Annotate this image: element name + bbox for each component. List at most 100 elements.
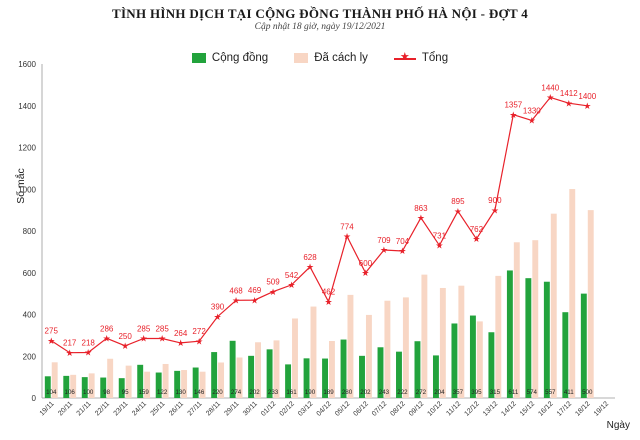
data-label-cong-dong: 146 [194,389,205,396]
x-tick-label: 25/11 [150,400,167,417]
x-tick-label: 02/12 [279,400,296,417]
data-label-cong-dong: 161 [286,389,297,396]
x-tick-label: 07/12 [371,400,388,417]
bar-da-cach-ly [476,321,483,398]
point-marker-tong: ★ [103,333,111,343]
bar-da-cach-ly [236,357,243,398]
y-tick-label: 200 [23,352,37,361]
legend-item-da-cach-ly: Đã cách ly [294,52,368,64]
data-label-tong: 462 [322,288,336,297]
x-tick-label: 30/11 [242,400,259,417]
bar-cong-dong [211,352,218,398]
x-tick-label: 16/12 [537,400,554,417]
data-label-cong-dong: 280 [342,389,353,396]
bar-da-cach-ly [181,370,188,398]
point-marker-tong: ★ [398,246,406,256]
bar-da-cach-ly [421,274,428,398]
x-tick-label: 17/12 [556,400,573,417]
x-tick-label: 10/12 [426,400,443,417]
data-label-tong: 762 [470,225,484,234]
data-label-tong: 285 [155,325,169,334]
data-label-cong-dong: 500 [582,389,593,396]
bar-da-cach-ly [495,275,502,398]
point-marker-tong: ★ [565,98,573,108]
point-marker-tong: ★ [546,93,554,103]
bar-da-cach-ly [218,362,225,398]
data-label-cong-dong: 189 [323,389,334,396]
chart-subtitle: Cập nhật 18 giờ, ngày 19/12/2021 [254,22,386,32]
legend-item-cong-dong: Cộng đồng [191,52,269,64]
point-marker-tong: ★ [417,213,425,223]
point-marker-tong: ★ [583,101,591,111]
bar-da-cach-ly [273,340,280,398]
bar-cong-dong [44,376,51,398]
data-label-cong-dong: 357 [453,389,464,396]
point-marker-tong: ★ [491,205,499,215]
data-label-tong: 469 [248,286,262,295]
bar-cong-dong [506,270,513,398]
bar-cong-dong [340,339,347,398]
series-line-tong [50,96,588,354]
data-label-tong: 600 [359,259,373,268]
legend-label-cong-dong: Cộng đồng [211,52,269,64]
point-marker-tong: ★ [435,241,443,251]
bar-da-cach-ly [292,318,298,398]
bar-da-cach-ly [532,240,539,398]
x-tick-label: 24/11 [131,400,148,417]
bar-cong-dong [118,378,125,398]
legend-label-da-cach-ly: Đã cách ly [314,52,368,64]
bar-cong-dong [100,377,107,398]
bar-da-cach-ly [513,242,520,398]
bar-cong-dong [377,347,384,398]
bar-da-cach-ly [347,294,354,398]
y-tick-label: 600 [23,269,37,278]
bar-cong-dong [81,377,88,398]
point-marker-tong: ★ [66,348,74,358]
data-label-cong-dong: 395 [471,389,482,396]
bar-cong-dong [192,367,199,398]
bar-cong-dong [266,349,273,398]
point-marker-tong: ★ [361,268,369,278]
bar-cong-dong [414,341,421,398]
chart-title: TÌNH HÌNH DỊCH TẠI CỘNG ĐỒNG THÀNH PHỐ H… [111,6,529,21]
data-label-cong-dong: 190 [305,389,316,396]
data-label-tong: 286 [100,324,114,333]
bar-da-cach-ly [125,365,132,398]
data-label-cong-dong: 122 [157,389,168,396]
x-tick-label: 26/11 [168,400,185,417]
data-label-cong-dong: 411 [564,389,574,396]
x-tick-label: 08/12 [390,400,407,417]
legend: Cộng đồng Đã cách ly ★ Tổng [0,51,640,64]
data-label-tong: 774 [340,222,354,231]
bar-da-cach-ly [144,371,151,398]
data-label-tong: 709 [377,236,391,245]
legend-label-tong: Tổng [421,52,449,64]
bar-da-cach-ly [365,314,372,398]
point-marker-tong: ★ [472,234,480,244]
data-label-cong-dong: 100 [83,389,94,396]
bar-cong-dong [229,340,236,398]
data-label-cong-dong: 130 [175,389,186,396]
data-label-tong: 509 [266,278,280,287]
x-tick-label: 28/11 [205,400,222,417]
x-tick-label: 14/12 [500,400,517,417]
bar-cong-dong [451,323,458,398]
star-marker-icon: ★ [399,51,410,63]
point-marker-tong: ★ [528,116,536,126]
point-marker-tong: ★ [306,262,314,272]
data-label-tong: 542 [285,271,299,280]
data-label-cong-dong: 557 [545,389,556,396]
bar-cong-dong [525,278,532,398]
data-label-tong: 272 [192,327,206,336]
bar-da-cach-ly [162,363,169,398]
bar-da-cach-ly [310,306,317,398]
data-label-cong-dong: 106 [65,389,76,396]
x-tick-label: 19/11 [39,400,56,417]
data-label-cong-dong: 202 [360,389,371,396]
x-axis-label: Ngày [606,420,630,431]
data-label-tong: 275 [45,327,59,336]
point-marker-tong: ★ [251,295,259,305]
bar-da-cach-ly [439,287,446,398]
point-marker-tong: ★ [47,336,55,346]
x-tick-label: 04/12 [316,400,333,417]
